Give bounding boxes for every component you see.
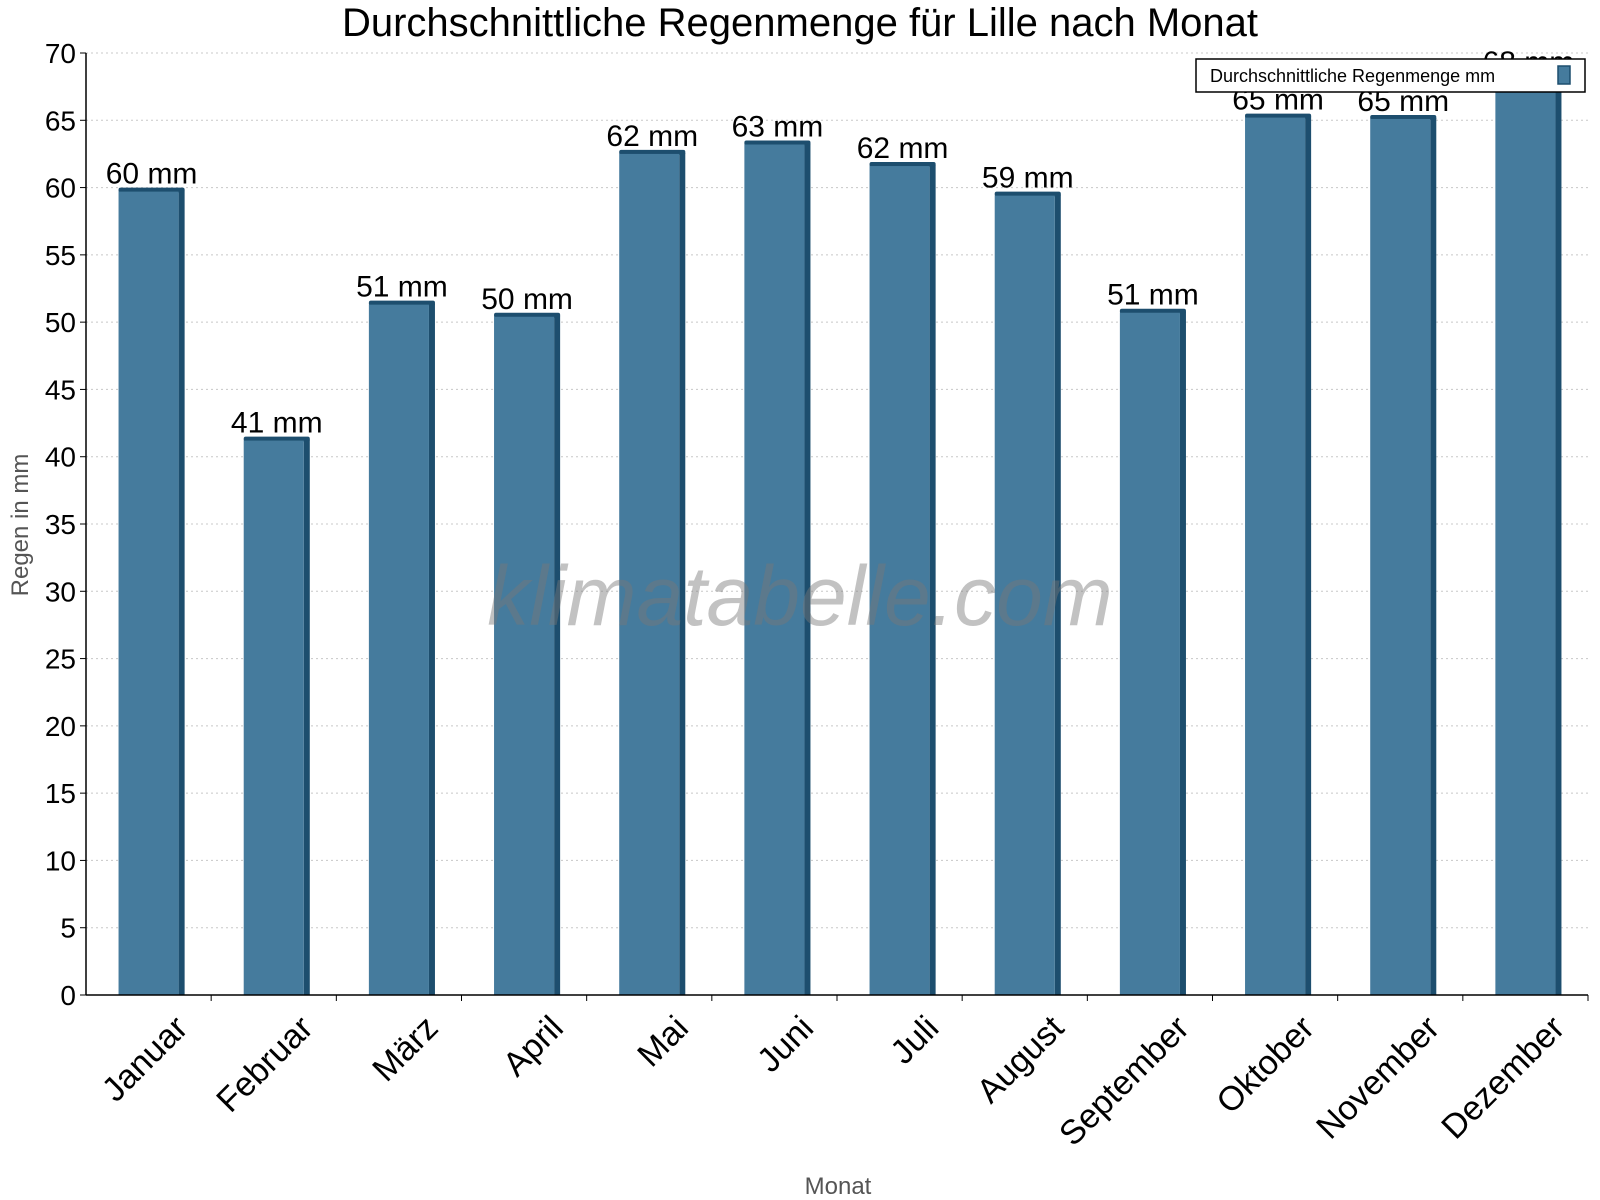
data-label: 41 mm: [231, 407, 323, 440]
x-tick-label: Februar: [209, 1009, 320, 1120]
y-axis-ticks: 0 5 10 15 20 25 30 35 40 45 50 55 60 65 70: [45, 38, 86, 1011]
bar: [1495, 79, 1556, 995]
x-tick-label: September: [1052, 1009, 1196, 1153]
bar-top: [869, 162, 936, 168]
bar-top: [744, 140, 811, 146]
y-axis-label: Regen in mm: [7, 454, 34, 597]
bar: [243, 440, 304, 996]
y-tick-label: 25: [45, 644, 76, 675]
bar-top: [118, 187, 185, 193]
bar-top: [1245, 113, 1312, 119]
bar: [1119, 312, 1180, 995]
y-tick-label: 45: [45, 374, 76, 405]
bar-side: [1555, 78, 1562, 995]
bar: [1370, 118, 1431, 995]
y-tick-label: 15: [45, 778, 76, 809]
x-axis-label: Monat: [805, 1173, 872, 1200]
y-tick-label: 0: [60, 980, 76, 1011]
data-label: 59 mm: [982, 162, 1074, 195]
data-label: 50 mm: [481, 283, 573, 316]
y-tick-label: 70: [45, 38, 76, 69]
y-tick-label: 65: [45, 105, 76, 136]
bar: [368, 304, 429, 995]
data-label: 51 mm: [1107, 279, 1199, 312]
bar-side: [929, 165, 936, 996]
x-tick-label: November: [1309, 1009, 1447, 1147]
watermark-logo: klimatabelle.com: [487, 549, 1113, 643]
legend-box: [1195, 58, 1586, 93]
x-tick-label: April: [496, 1009, 571, 1084]
legend: Durchschnittliche Regenmenge mm: [1195, 58, 1586, 93]
bar-side: [1430, 117, 1437, 995]
x-tick-label: Januar: [95, 1009, 195, 1109]
y-tick-label: 60: [45, 173, 76, 204]
legend-swatch: [1557, 65, 1571, 85]
bars: [118, 75, 1562, 996]
bar-top: [368, 300, 435, 306]
gridlines: [86, 52, 1588, 929]
bar-side: [178, 190, 185, 995]
chart-title: Durchschnittliche Regenmenge für Lille n…: [342, 1, 1258, 45]
y-tick-label: 30: [45, 576, 76, 607]
y-tick-label: 5: [60, 913, 76, 944]
bar-side: [679, 152, 686, 995]
bar-top: [1370, 114, 1437, 120]
x-tick-label: August: [970, 1008, 1072, 1110]
bar: [869, 166, 930, 996]
data-label: 51 mm: [356, 271, 448, 304]
x-tick-label: Oktober: [1209, 1009, 1321, 1121]
bar: [1245, 117, 1306, 995]
bar-top: [243, 436, 310, 442]
bar-side: [554, 315, 561, 995]
x-tick-label: Mai: [630, 1009, 696, 1075]
bar-top: [494, 312, 561, 318]
bar-top: [619, 149, 686, 155]
bar-side: [804, 143, 811, 996]
data-label: 60 mm: [106, 158, 198, 191]
bar-side: [1054, 194, 1061, 995]
legend-entry-label: Durchschnittliche Regenmenge mm: [1210, 66, 1495, 86]
bar: [494, 316, 555, 995]
x-tick-label: Juni: [750, 1009, 821, 1080]
bar: [619, 153, 680, 995]
bar-side: [303, 439, 310, 996]
x-tick-label: Juli: [883, 1009, 946, 1072]
y-tick-label: 20: [45, 711, 76, 742]
data-labels: 60 mm 41 mm 51 mm 50 mm 62 mm 63 mm 62 mm 59 mm…: [106, 46, 1575, 440]
y-tick-label: 40: [45, 442, 76, 473]
x-tick-label: Dezember: [1434, 1009, 1572, 1147]
bar-top: [994, 191, 1061, 197]
bar: [118, 191, 179, 995]
x-axis-ticks: Januar Februar März April Mai Juni Juli AugustS…: [95, 995, 1589, 1153]
data-label: 62 mm: [606, 120, 698, 153]
bar-side: [1179, 311, 1186, 995]
data-label: 63 mm: [732, 111, 824, 144]
bar: [744, 144, 805, 996]
bar-side: [428, 303, 435, 995]
y-tick-label: 10: [45, 845, 76, 876]
y-tick-label: 50: [45, 307, 76, 338]
data-label: 62 mm: [857, 132, 949, 165]
bar-side: [1305, 116, 1312, 995]
y-tick-label: 35: [45, 509, 76, 540]
y-tick-label: 55: [45, 240, 76, 271]
x-tick-label: März: [365, 1009, 445, 1089]
bar: [994, 195, 1055, 995]
bar-top: [1119, 308, 1186, 314]
